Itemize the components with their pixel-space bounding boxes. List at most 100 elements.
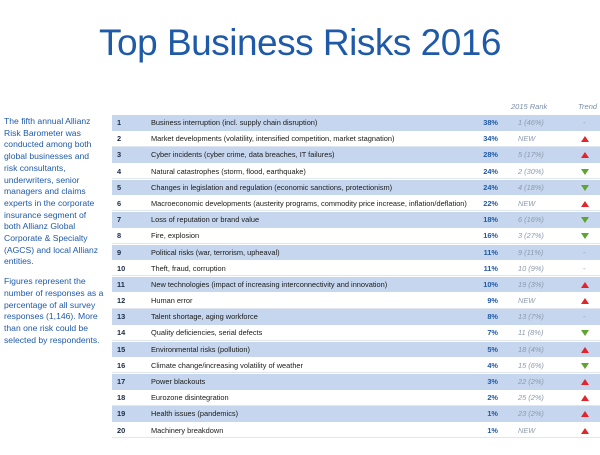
- risk-label: Macroeconomic developments (austerity pr…: [151, 198, 467, 208]
- trend-down-icon: [581, 217, 589, 224]
- table-row: 20 Machinery breakdown 1% NEW: [112, 422, 600, 439]
- previous-rank: 11 (8%): [518, 328, 544, 338]
- table-row: 1 Business interruption (incl. supply cha…: [112, 115, 600, 131]
- table-row: 10 Theft, fraud, corruption 11% 10 (9%) -: [112, 260, 600, 277]
- trend-up-icon: [581, 281, 589, 288]
- trend-up-icon: [581, 411, 589, 418]
- trend-down-icon: [581, 168, 589, 175]
- table-row: 4 Natural catastrophes (storm, flood, ear…: [112, 163, 600, 180]
- table-row: 13 Talent shortage, aging workforce 8% 13 (…: [112, 309, 600, 325]
- trend-indicator: [578, 358, 592, 374]
- previous-rank: 4 (18%): [518, 182, 544, 192]
- previous-rank: 25 (2%): [518, 393, 544, 403]
- risk-percentage: 7%: [487, 328, 498, 338]
- risk-percentage: 11%: [483, 263, 498, 273]
- rank-number: 11: [117, 279, 125, 289]
- trend-indicator: [578, 293, 592, 309]
- rank-2015-header: 2015 Rank: [511, 102, 548, 111]
- rank-number: 6: [117, 198, 122, 208]
- trend-indicator: [578, 180, 592, 196]
- risk-label: Quality deficiencies, serial defects: [151, 328, 263, 338]
- trend-indicator: [578, 374, 592, 390]
- trend-down-icon: [581, 233, 589, 240]
- table-row: 14 Quality deficiencies, serial defects 7%…: [112, 325, 600, 341]
- risk-label: Natural catastrophes (storm, flood, eart…: [151, 166, 306, 176]
- previous-rank: 15 (6%): [518, 360, 544, 370]
- risk-percentage: 24%: [483, 182, 498, 192]
- table-row: 7 Loss of reputation or brand value 18% 6 (…: [112, 212, 600, 228]
- trend-same-icon: -: [583, 312, 586, 322]
- risk-percentage: 24%: [483, 166, 498, 176]
- trend-indicator: -: [578, 261, 592, 277]
- risk-label: Fire, explosion: [151, 231, 200, 241]
- trend-up-icon: [581, 395, 589, 402]
- rank-number: 13: [117, 312, 126, 322]
- table-row: 16 Climate change/increasing volatility o…: [112, 357, 600, 374]
- risk-label: Eurozone disintegration: [151, 393, 229, 403]
- table-row: 15 Environmental risks (pollution) 5% 18 (4…: [112, 341, 600, 358]
- rank-number: 14: [117, 328, 126, 338]
- trend-header: Trend: [578, 102, 598, 111]
- trend-indicator: [578, 164, 592, 180]
- intro-paragraph-2: Figures represent the number of response…: [4, 276, 104, 345]
- page-title: Top Business Risks 2016: [99, 22, 501, 63]
- trend-up-icon: [581, 346, 589, 353]
- rank-number: 2: [117, 134, 122, 144]
- trend-indicator: [578, 277, 592, 293]
- risk-percentage: 28%: [483, 150, 498, 160]
- rank-number: 7: [117, 215, 122, 225]
- trend-same-icon: -: [583, 247, 586, 257]
- rank-number: 19: [117, 409, 126, 419]
- table-row: 8 Fire, explosion 16% 3 (27%): [112, 228, 600, 244]
- table-row: 2 Market developments (volatility, intens…: [112, 131, 600, 147]
- rank-number: 15: [117, 344, 126, 354]
- rank-number: 8: [117, 231, 122, 241]
- risk-label: Machinery breakdown: [151, 425, 224, 435]
- previous-rank: 10 (9%): [518, 263, 544, 273]
- previous-rank: NEW: [518, 198, 536, 208]
- previous-rank: 19 (3%): [518, 279, 544, 289]
- rank-number: 9: [117, 247, 122, 257]
- table-row: 6 Macroeconomic developments (austerity p…: [112, 195, 600, 212]
- risk-label: Market developments (volatility, intensi…: [151, 134, 395, 144]
- table-row: 3 Cyber incidents (cyber crime, data brea…: [112, 147, 600, 163]
- rank-number: 1: [117, 118, 122, 127]
- previous-rank: NEW: [518, 296, 536, 306]
- trend-down-icon: [581, 362, 589, 369]
- trend-down-icon: [581, 184, 589, 191]
- risk-label: Climate change/increasing volatility of …: [151, 360, 303, 370]
- risk-percentage: 22%: [483, 198, 498, 208]
- trend-same-icon: -: [583, 263, 586, 273]
- rank-number: 16: [117, 360, 126, 370]
- trend-indicator: -: [578, 115, 592, 131]
- previous-rank: 18 (4%): [518, 344, 544, 354]
- trend-indicator: [578, 390, 592, 406]
- trend-indicator: [578, 423, 592, 439]
- trend-down-icon: [581, 330, 589, 337]
- table-row: 17 Power blackouts 3% 22 (2%): [112, 374, 600, 390]
- previous-rank: 6 (16%): [518, 215, 544, 225]
- previous-rank: 23 (2%): [518, 409, 544, 419]
- risk-percentage: 18%: [483, 215, 498, 225]
- trend-indicator: [578, 406, 592, 422]
- trend-up-icon: [581, 298, 589, 305]
- trend-indicator: [578, 131, 592, 147]
- previous-rank: NEW: [518, 134, 536, 144]
- trend-indicator: [578, 147, 592, 163]
- risk-percentage: 38%: [483, 118, 498, 127]
- risk-label: Human error: [151, 296, 193, 306]
- risk-percentage: 1%: [487, 409, 498, 419]
- table-row: 19 Health issues (pandemics) 1% 23 (2%): [112, 406, 600, 422]
- previous-rank: 5 (17%): [518, 150, 544, 160]
- risk-percentage: 3%: [487, 377, 498, 386]
- trend-up-icon: [581, 152, 589, 159]
- previous-rank: 2 (30%): [518, 166, 544, 176]
- table-row: 18 Eurozone disintegration 2% 25 (2%): [112, 390, 600, 406]
- table-row: 12 Human error 9% NEW: [112, 293, 600, 309]
- previous-rank: 1 (46%): [518, 118, 544, 127]
- trend-indicator: [578, 196, 592, 212]
- risk-label: Talent shortage, aging workforce: [151, 312, 258, 322]
- risk-percentage: 10%: [483, 279, 498, 289]
- table-row: 5 Changes in legislation and regulation (…: [112, 179, 600, 196]
- risk-label: Theft, fraud, corruption: [151, 263, 226, 273]
